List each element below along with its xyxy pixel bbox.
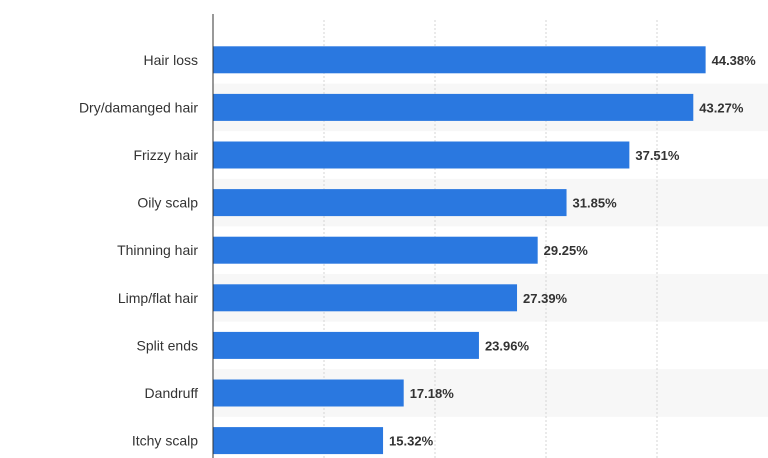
value-label: 29.25% (544, 243, 589, 258)
category-label: Split ends (137, 337, 198, 353)
category-labels: Hair loss Dry/damanged hair Frizzy hair Oil… (79, 52, 198, 449)
value-label: 37.51% (635, 148, 680, 163)
value-label: 43.27% (699, 100, 744, 115)
bar[interactable] (213, 379, 404, 407)
category-label: Dandruff (145, 385, 199, 401)
category-label: Limp/flat hair (118, 290, 198, 306)
bar[interactable] (213, 284, 518, 312)
category-label: Thinning hair (117, 242, 198, 258)
bar[interactable] (213, 236, 538, 264)
bar[interactable] (213, 141, 630, 169)
category-label: Oily scalp (137, 195, 198, 211)
category-label: Itchy scalp (132, 433, 198, 449)
bars (213, 46, 706, 455)
bar[interactable] (213, 427, 384, 455)
category-label: Frizzy hair (133, 147, 198, 163)
value-label: 17.18% (410, 386, 455, 401)
value-label: 27.39% (523, 291, 568, 306)
category-label: Hair loss (144, 52, 198, 68)
bar[interactable] (213, 93, 694, 121)
category-label: Dry/damanged hair (79, 99, 198, 115)
bar[interactable] (213, 189, 567, 217)
value-label: 31.85% (573, 196, 618, 211)
bar[interactable] (213, 331, 479, 359)
value-label: 15.32% (389, 434, 434, 449)
bar[interactable] (213, 46, 706, 74)
value-labels: 44.38% 43.27% 37.51% 31.85% 29.25% 27.39% 23.9… (389, 53, 756, 449)
value-label: 23.96% (485, 338, 530, 353)
value-label: 44.38% (712, 53, 757, 68)
